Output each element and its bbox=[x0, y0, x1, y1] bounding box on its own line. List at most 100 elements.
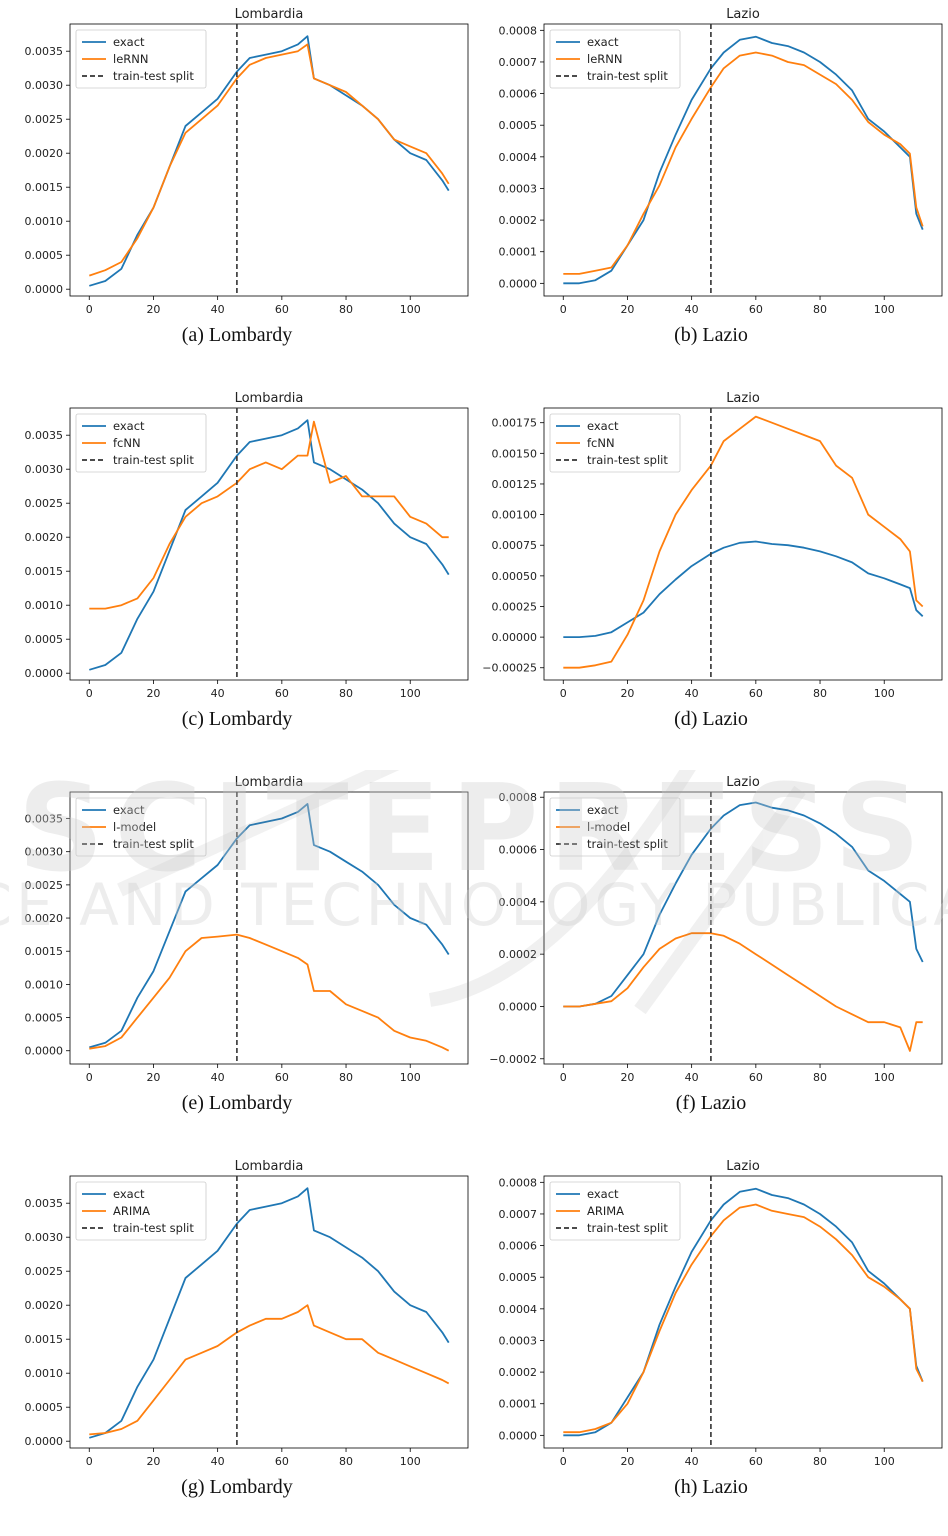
x-tick-label: 80 bbox=[339, 303, 353, 316]
legend-label: exact bbox=[113, 419, 145, 433]
chart-title: Lazio bbox=[726, 391, 760, 406]
legend-label: leRNN bbox=[587, 52, 622, 66]
x-tick-label: 20 bbox=[620, 1455, 634, 1468]
subfigure-caption: (f) Lazio bbox=[675, 1092, 747, 1114]
y-tick-label: 0.0004 bbox=[499, 1303, 538, 1316]
legend-label: train-test split bbox=[587, 69, 668, 83]
x-tick-label: 100 bbox=[400, 1455, 421, 1468]
y-tick-label: 0.0002 bbox=[499, 214, 538, 227]
y-tick-label: 0.0015 bbox=[25, 945, 64, 958]
figure: Lombardia 0.0000 0.0005 0.0010 0.0015 0.0020 0… bbox=[0, 0, 948, 1498]
legend-label: train-test split bbox=[587, 453, 668, 467]
line-chart: Lazio −0.0002 0.0000 0.0002 0.0004 0.0006 0.00… bbox=[489, 775, 943, 1084]
x-tick-label: 60 bbox=[275, 303, 289, 316]
x-tick-label: 60 bbox=[275, 687, 289, 700]
x-tick-label: 20 bbox=[620, 687, 634, 700]
y-tick-label: −0.0002 bbox=[489, 1053, 537, 1066]
y-tick-label: 0.0002 bbox=[499, 948, 538, 961]
subfigure-caption: (c) Lombardy bbox=[181, 708, 293, 730]
x-tick-label: 60 bbox=[275, 1455, 289, 1468]
y-tick-label: 0.0006 bbox=[499, 844, 538, 857]
legend-label: exact bbox=[113, 1187, 145, 1201]
axes-frame bbox=[543, 1175, 943, 1449]
x-tick-label: 20 bbox=[146, 687, 160, 700]
x-tick-label: 40 bbox=[211, 303, 225, 316]
x-tick-label: 40 bbox=[685, 1071, 699, 1084]
x-tick-label: 0 bbox=[560, 303, 567, 316]
chart-panel-4: Lombardia 0.0000 0.0005 0.0010 0.0015 0.0020 0… bbox=[0, 768, 474, 1152]
x-tick-label: 60 bbox=[275, 1071, 289, 1084]
y-tick-label: 0.0006 bbox=[499, 88, 538, 101]
chart-panel-3: Lazio −0.00025 0.00000 0.00025 0.00050 0.0007… bbox=[474, 384, 948, 768]
x-tick-label: 100 bbox=[400, 687, 421, 700]
y-tick-label: 0.0005 bbox=[499, 119, 538, 132]
y-tick-label: 0.0005 bbox=[25, 1401, 64, 1414]
y-tick-label: 0.0007 bbox=[499, 56, 538, 69]
y-tick-label: 0.0035 bbox=[25, 45, 64, 58]
legend-label: fcNN bbox=[113, 436, 141, 450]
chart-panel-2: Lombardia 0.0000 0.0005 0.0010 0.0015 0.0020 0… bbox=[0, 384, 474, 768]
x-tick-label: 60 bbox=[749, 303, 763, 316]
subfigure-caption: (d) Lazio bbox=[674, 708, 748, 730]
y-tick-label: 0.0015 bbox=[25, 181, 64, 194]
legend-label: fcNN bbox=[587, 436, 615, 450]
line-chart: Lazio 0.0000 0.0001 0.0002 0.0003 0.0004 0.000… bbox=[499, 7, 943, 316]
y-tick-label: 0.0006 bbox=[499, 1240, 538, 1253]
series-line-leRNN bbox=[89, 43, 450, 277]
series-line-leRNN bbox=[563, 51, 924, 275]
y-tick-label: 0.00125 bbox=[492, 478, 538, 491]
y-tick-label: 0.00100 bbox=[492, 509, 538, 522]
y-tick-label: 0.0008 bbox=[499, 791, 538, 804]
subfigure-caption: (h) Lazio bbox=[674, 1476, 748, 1498]
y-tick-label: 0.0035 bbox=[25, 813, 64, 826]
chart-panel-6: Lombardia 0.0000 0.0005 0.0010 0.0015 0.0020 0… bbox=[0, 1152, 474, 1536]
y-tick-label: 0.0000 bbox=[25, 1045, 64, 1058]
y-tick-label: 0.0001 bbox=[499, 246, 538, 259]
axes-frame bbox=[543, 23, 943, 297]
legend-label: l-model bbox=[587, 820, 630, 834]
y-tick-label: 0.0020 bbox=[25, 531, 64, 544]
chart-title: Lazio bbox=[726, 7, 760, 22]
axes-frame bbox=[69, 1175, 469, 1449]
x-tick-label: 0 bbox=[86, 1455, 93, 1468]
y-tick-label: 0.0035 bbox=[25, 429, 64, 442]
series-line-ARIMA bbox=[563, 1203, 924, 1434]
x-tick-label: 100 bbox=[874, 1455, 895, 1468]
x-tick-label: 100 bbox=[874, 687, 895, 700]
axes-frame bbox=[69, 23, 469, 297]
x-tick-label: 60 bbox=[749, 1071, 763, 1084]
chart-title: Lazio bbox=[726, 775, 760, 790]
subfigure-caption: (b) Lazio bbox=[674, 324, 748, 346]
y-tick-label: 0.0020 bbox=[25, 147, 64, 160]
legend: exact leRNN train-test split bbox=[75, 29, 207, 89]
y-tick-label: 0.0005 bbox=[25, 633, 64, 646]
line-chart: Lombardia 0.0000 0.0005 0.0010 0.0015 0.0020 0… bbox=[25, 1159, 469, 1468]
x-tick-label: 0 bbox=[560, 1071, 567, 1084]
chart-panel-1: Lazio 0.0000 0.0001 0.0002 0.0003 0.0004 0.000… bbox=[474, 0, 948, 384]
series-line-fcNN bbox=[89, 420, 449, 610]
series-line-exact bbox=[89, 1187, 450, 1439]
line-chart: Lazio −0.00025 0.00000 0.00025 0.00050 0.0007… bbox=[482, 391, 943, 700]
y-tick-label: 0.0005 bbox=[25, 249, 64, 262]
subfigure-caption: (g) Lombardy bbox=[181, 1476, 293, 1498]
x-tick-label: 60 bbox=[749, 687, 763, 700]
axes-frame bbox=[69, 791, 469, 1065]
y-tick-label: 0.0025 bbox=[25, 879, 64, 892]
y-tick-label: 0.0005 bbox=[25, 1012, 64, 1025]
x-tick-label: 100 bbox=[400, 303, 421, 316]
y-tick-label: 0.0020 bbox=[25, 1299, 64, 1312]
y-tick-label: 0.00150 bbox=[492, 447, 538, 460]
y-tick-label: 0.0000 bbox=[499, 1429, 538, 1442]
x-tick-label: 80 bbox=[813, 1071, 827, 1084]
line-chart: Lombardia 0.0000 0.0005 0.0010 0.0015 0.0020 0… bbox=[25, 775, 469, 1084]
legend-label: ARIMA bbox=[113, 1204, 150, 1218]
legend-label: train-test split bbox=[587, 837, 668, 851]
legend-label: exact bbox=[587, 35, 619, 49]
y-tick-label: 0.0003 bbox=[499, 182, 538, 195]
chart-panel-0: Lombardia 0.0000 0.0005 0.0010 0.0015 0.0020 0… bbox=[0, 0, 474, 384]
legend: exact fcNN train-test split bbox=[549, 413, 681, 473]
y-tick-label: 0.0030 bbox=[25, 79, 64, 92]
y-tick-label: 0.0005 bbox=[499, 1271, 538, 1284]
legend-label: exact bbox=[113, 35, 145, 49]
x-tick-label: 80 bbox=[813, 1455, 827, 1468]
